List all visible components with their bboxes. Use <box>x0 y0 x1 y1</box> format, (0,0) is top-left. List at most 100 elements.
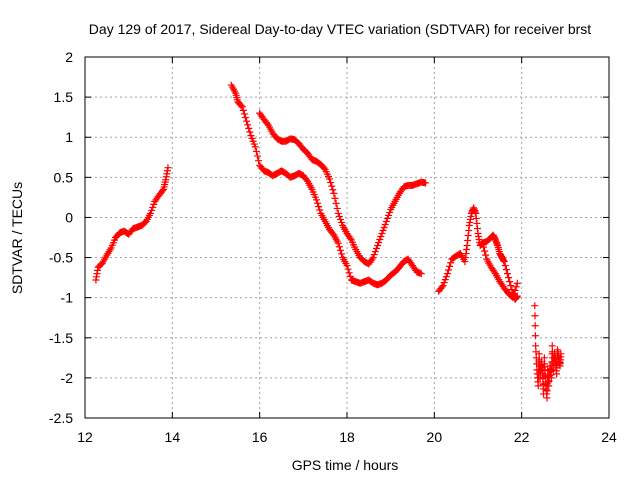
data-point-marker <box>535 350 543 358</box>
data-point-marker <box>438 283 446 291</box>
y-axis-title: SDTVAR / TECUs <box>9 182 25 294</box>
data-point-marker <box>328 182 336 190</box>
data-point-marker <box>446 262 454 270</box>
data-point-marker <box>510 290 518 298</box>
data-point-marker <box>240 110 248 118</box>
grid-lines <box>85 57 609 418</box>
data-point-marker <box>343 262 351 270</box>
data-point-marker <box>422 179 430 187</box>
data-point-marker <box>534 382 542 390</box>
data-point-marker <box>334 209 342 217</box>
data-point-marker <box>490 268 498 276</box>
data-point-marker <box>334 239 342 247</box>
data-point-marker <box>316 206 324 214</box>
y-tick-label: -0.5 <box>49 250 73 266</box>
data-point-marker <box>148 206 156 214</box>
x-tick-label: 24 <box>601 429 617 445</box>
data-point-marker <box>541 360 549 368</box>
data-point-marker <box>243 117 251 125</box>
data-point-marker <box>506 278 514 286</box>
data-point-marker <box>376 236 384 244</box>
data-points <box>92 81 565 402</box>
data-point-marker <box>244 121 252 129</box>
data-point-marker <box>327 179 335 187</box>
data-point-marker <box>241 114 249 122</box>
data-point-marker <box>331 194 339 202</box>
data-point-marker <box>548 342 556 350</box>
data-point-marker <box>329 186 337 194</box>
data-point-marker <box>503 270 511 278</box>
data-point-marker <box>557 350 565 358</box>
data-point-marker <box>370 251 378 259</box>
data-point-marker <box>377 232 385 240</box>
data-point-marker <box>439 282 447 290</box>
x-tick-label: 12 <box>77 429 93 445</box>
data-point-marker <box>332 199 340 207</box>
data-point-marker <box>386 208 394 216</box>
data-point-marker <box>509 294 517 302</box>
data-point-marker <box>252 147 260 155</box>
data-point-marker <box>238 103 246 111</box>
data-point-marker <box>445 266 453 274</box>
data-point-marker <box>346 272 354 280</box>
data-point-marker <box>501 262 509 270</box>
data-point-marker <box>443 270 451 278</box>
data-point-marker <box>479 243 487 251</box>
data-point-marker <box>338 250 346 258</box>
data-point-marker <box>442 273 450 281</box>
data-point-marker <box>447 259 455 267</box>
data-point-marker <box>371 248 379 256</box>
data-point-marker <box>543 394 551 402</box>
data-point-marker <box>508 286 516 294</box>
data-point-marker <box>382 217 390 225</box>
data-point-marker <box>531 302 539 310</box>
x-tick-label: 14 <box>165 429 181 445</box>
y-tick-label: -1 <box>61 290 74 306</box>
data-point-marker <box>531 332 539 340</box>
x-axis-title: GPS time / hours <box>292 457 399 473</box>
data-point-marker <box>369 254 377 262</box>
data-point-marker <box>547 374 555 382</box>
data-point-marker <box>417 270 425 278</box>
data-point-marker <box>159 187 167 195</box>
data-point-marker <box>237 102 245 110</box>
data-point-marker <box>346 234 354 242</box>
data-point-marker <box>335 243 343 251</box>
y-tick-label: 1 <box>65 129 73 145</box>
y-tick-label: 0.5 <box>54 169 74 185</box>
data-point-marker <box>147 209 154 217</box>
data-point-marker <box>531 312 539 320</box>
data-point-marker <box>368 255 376 263</box>
data-point-marker <box>314 199 322 207</box>
data-point-marker <box>380 223 388 231</box>
data-point-marker <box>246 128 254 136</box>
chart-title: Day 129 of 2017, Sidereal Day-to-day VTE… <box>89 21 591 37</box>
data-point-marker <box>315 203 323 211</box>
data-point-marker <box>374 242 382 250</box>
x-tick-label: 20 <box>427 429 443 445</box>
data-point-marker <box>482 251 490 259</box>
data-point-marker <box>345 269 353 277</box>
data-point-marker <box>150 200 158 208</box>
data-point-marker <box>381 220 389 228</box>
data-point-marker <box>478 239 486 247</box>
data-point-marker <box>441 276 449 284</box>
data-point-marker <box>507 282 515 290</box>
data-point-marker <box>375 239 383 247</box>
y-tick-label: -2.5 <box>49 410 73 426</box>
data-point-marker <box>481 247 489 255</box>
x-tick-label: 22 <box>514 429 530 445</box>
data-point-marker <box>336 215 344 223</box>
data-point-marker <box>532 342 540 350</box>
data-point-marker <box>149 203 157 211</box>
data-point-marker <box>245 124 253 132</box>
data-point-marker <box>164 164 172 172</box>
plot-frame <box>84 56 610 419</box>
data-point-marker <box>239 106 247 114</box>
x-tick-label: 18 <box>339 429 355 445</box>
data-point-marker <box>255 157 263 165</box>
data-point-marker <box>336 246 344 254</box>
data-point-marker <box>531 322 539 330</box>
y-tick-label: -2 <box>61 370 74 386</box>
data-point-marker <box>330 189 338 197</box>
